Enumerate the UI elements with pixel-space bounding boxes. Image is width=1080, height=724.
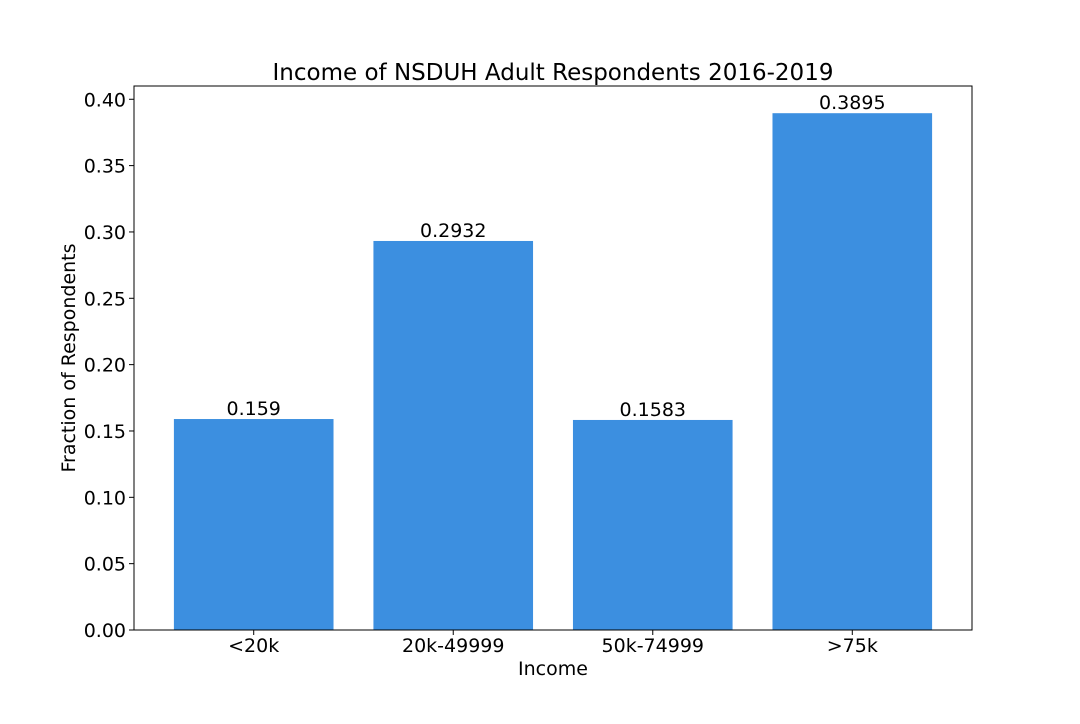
bar-1	[373, 240, 534, 630]
bar-0	[173, 419, 334, 630]
y-axis-label: Fraction of Respondents	[58, 243, 80, 472]
data-label-2: 0.1583	[620, 399, 686, 421]
y-tick-label-4: 0.20	[84, 355, 126, 377]
y-tick-label-6: 0.30	[84, 222, 126, 244]
x-axis-ticks: <20k 20k-49999 50k-74999 >75k	[228, 630, 878, 657]
chart-title: Income of NSDUH Adult Respondents 2016-2…	[273, 60, 834, 86]
bar-2	[572, 419, 733, 630]
y-axis-ticks: 0.00 0.05 0.10 0.15 0.20 0.25 0.30 0.35 0.40	[84, 89, 134, 642]
data-labels: 0.159 0.2932 0.1583 0.3895	[227, 92, 886, 421]
x-axis-label: Income	[518, 658, 588, 680]
data-label-1: 0.2932	[420, 220, 486, 242]
y-tick-label-3: 0.15	[84, 421, 126, 443]
x-tick-label-0: <20k	[228, 635, 279, 657]
bars-layer	[173, 113, 933, 630]
x-tick-label-1: 20k-49999	[402, 635, 504, 657]
y-tick-label-2: 0.10	[84, 487, 126, 509]
y-tick-label-7: 0.35	[84, 156, 126, 178]
y-tick-label-8: 0.40	[84, 89, 126, 111]
x-tick-label-3: >75k	[827, 635, 878, 657]
y-tick-label-1: 0.05	[84, 554, 126, 576]
y-tick-label-0: 0.00	[84, 620, 126, 642]
plot-frame	[133, 85, 973, 631]
data-label-0: 0.159	[227, 398, 281, 420]
y-tick-label-5: 0.25	[84, 288, 126, 310]
x-tick-label-2: 50k-74999	[602, 635, 704, 657]
bar-3	[772, 113, 933, 630]
data-label-3: 0.3895	[819, 92, 885, 114]
